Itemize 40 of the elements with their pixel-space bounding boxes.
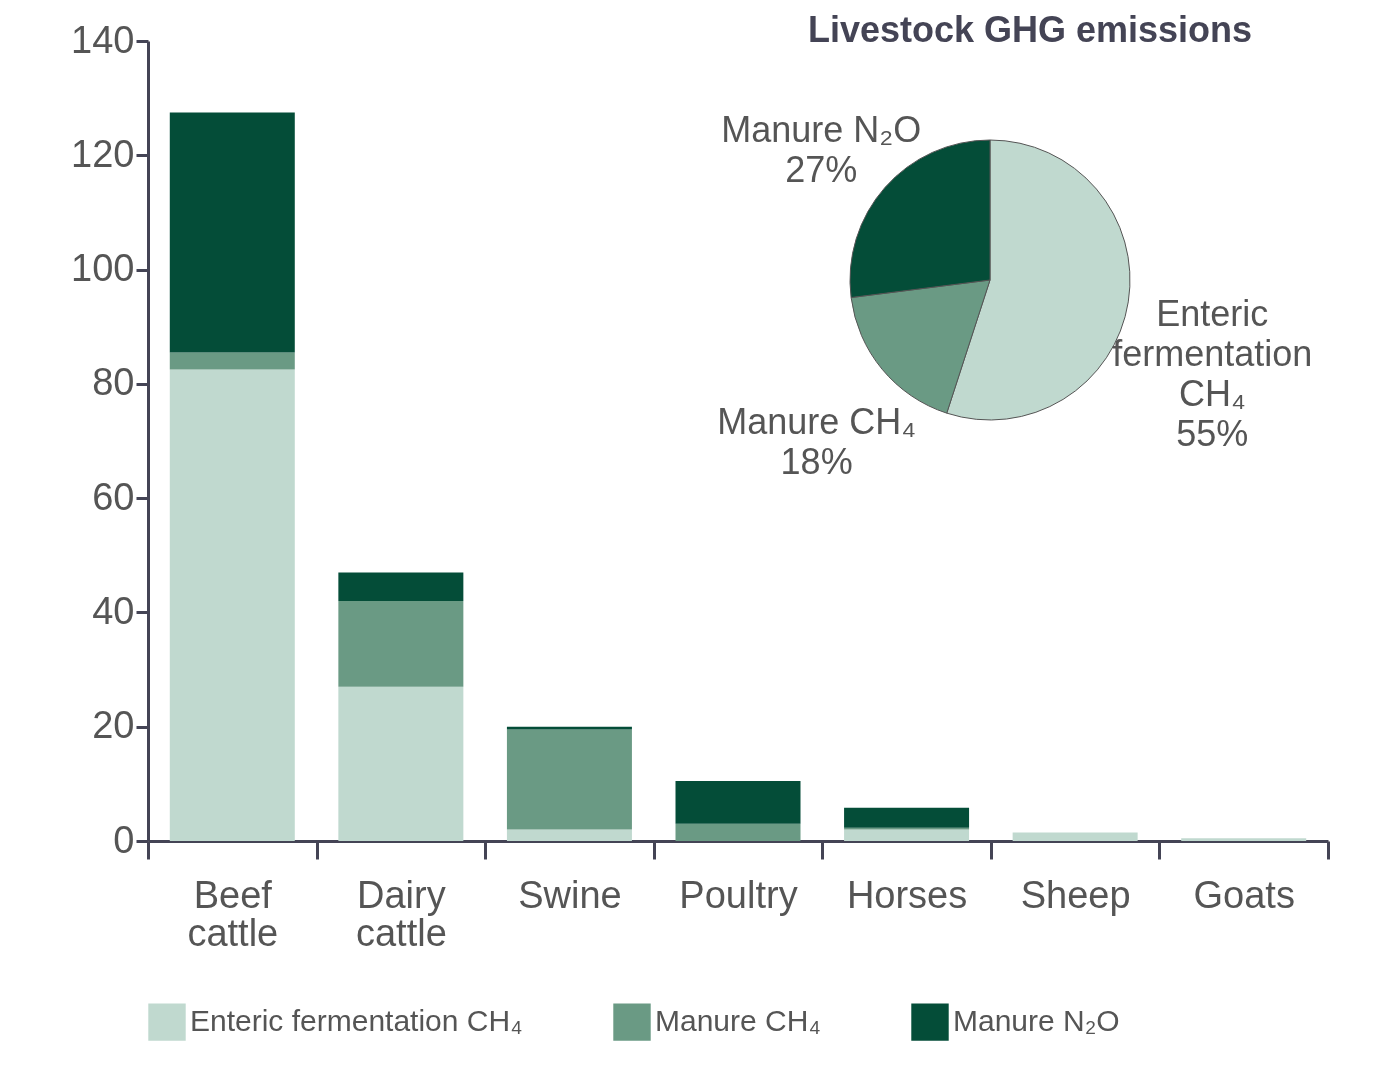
y-tick-label: 100	[71, 247, 135, 290]
bar	[506, 729, 632, 830]
x-tick-label: Swine	[518, 873, 622, 916]
data-label: 18%	[780, 441, 853, 483]
y-tick-label: 140	[71, 18, 135, 61]
y-tick-label: 60	[92, 475, 135, 518]
y-tick-label: 0	[113, 818, 135, 861]
legend-label: Manure N₂O	[953, 1004, 1120, 1038]
bar	[338, 601, 464, 687]
legend-label: Manure CH₄	[655, 1004, 821, 1038]
bar	[506, 726, 632, 730]
bar	[169, 112, 295, 353]
x-tick-label: Poultry	[679, 873, 798, 916]
x-tick-label: Sheep	[1020, 873, 1131, 916]
bar	[169, 352, 295, 370]
chart-title: Livestock GHG emissions	[807, 9, 1253, 50]
bar	[1181, 838, 1307, 841]
bar	[844, 829, 970, 841]
bar	[169, 369, 295, 841]
x-tick-label: Dairy cattle	[355, 873, 447, 954]
bar	[338, 686, 464, 841]
slice-label: Manure N₂O	[721, 109, 922, 151]
data-label: 55%	[1176, 413, 1249, 455]
y-tick-label: 40	[92, 589, 135, 632]
bar	[675, 781, 801, 824]
x-tick-label: Beef cattle	[187, 873, 279, 954]
bar	[338, 572, 464, 601]
bar	[675, 823, 801, 841]
y-tick-label: 20	[92, 704, 135, 747]
x-tick-label: Horses	[846, 873, 968, 916]
legend-label: Enteric fermentation CH₄	[190, 1004, 523, 1038]
slice-label: Manure CH₄	[717, 401, 917, 443]
y-tick-label: 80	[92, 361, 135, 404]
y-tick-label: 120	[71, 132, 135, 175]
bar	[1012, 832, 1138, 841]
x-tick-label: Goats	[1193, 873, 1295, 916]
bar	[844, 807, 970, 828]
data-label: 27%	[785, 149, 858, 191]
bar	[506, 829, 632, 841]
slice-label: Enteric fermentation CH₄	[1112, 293, 1313, 415]
